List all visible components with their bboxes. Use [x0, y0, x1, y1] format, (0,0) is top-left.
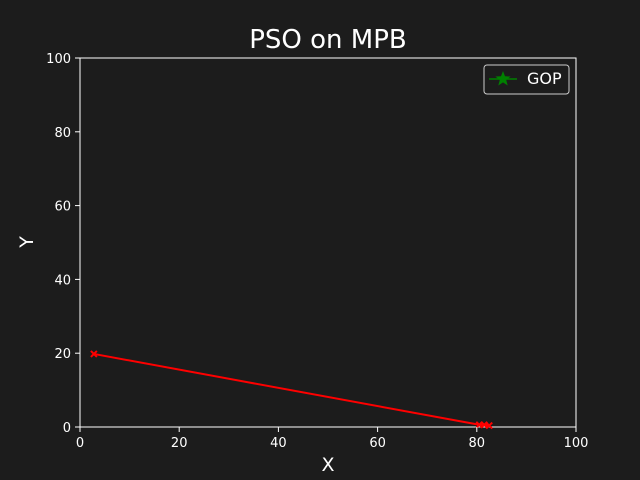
x-tick-label: 80 — [469, 436, 486, 451]
y-tick-label: 40 — [54, 273, 71, 288]
trajectory-point — [485, 421, 493, 430]
legend: GOP — [483, 64, 570, 95]
y-tick-label: 20 — [54, 347, 71, 362]
chart-title: PSO on MPB — [249, 25, 407, 55]
axis-ticks: 0 20 40 60 80 100 0 20 40 60 80 100 — [46, 52, 588, 451]
y-tick-label: 0 — [63, 421, 71, 436]
x-tick-label: 60 — [369, 436, 386, 451]
legend-box — [483, 64, 570, 95]
x-axis-label: X — [321, 454, 334, 476]
y-tick-label: 100 — [46, 52, 71, 67]
y-tick-label: 60 — [54, 200, 71, 215]
x-tick-label: 0 — [76, 436, 84, 451]
x-tick-label: 20 — [171, 436, 188, 451]
trajectory-point — [90, 350, 98, 358]
trajectory-line — [93, 352, 490, 427]
legend-gop-label: GOP — [527, 69, 562, 88]
x-tick-label: 100 — [564, 436, 589, 451]
y-axis-label: Y — [16, 236, 38, 249]
legend-gop-star-icon — [495, 71, 511, 86]
plot-area — [79, 57, 577, 430]
y-tick-label: 80 — [54, 126, 71, 141]
axes-frame — [79, 57, 577, 428]
x-tick-label: 40 — [270, 436, 287, 451]
